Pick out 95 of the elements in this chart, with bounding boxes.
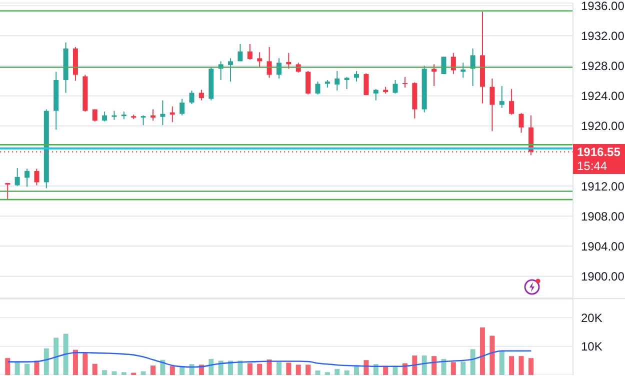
candlestick [228, 58, 234, 82]
bar [490, 336, 495, 375]
candlestick [354, 70, 360, 82]
candlestick [189, 90, 194, 105]
candlestick [450, 52, 456, 75]
bar [499, 350, 504, 375]
bar [218, 360, 224, 375]
bar [121, 372, 126, 375]
candlestick [490, 78, 495, 132]
y-tick-label: 1908.00 [581, 209, 625, 224]
bar [34, 360, 40, 375]
bar [315, 370, 320, 375]
candlestick [470, 48, 476, 87]
bar [528, 358, 534, 375]
bar [5, 358, 10, 375]
candlestick [180, 98, 185, 116]
bar [82, 352, 88, 375]
bar [102, 370, 108, 375]
bar [63, 334, 68, 375]
bar [344, 370, 350, 375]
bar [334, 368, 340, 375]
bar [54, 338, 59, 375]
bar [324, 372, 330, 375]
candlestick [266, 46, 272, 78]
y-tick-label: 1904.00 [581, 239, 625, 254]
candlestick [257, 52, 262, 68]
bar [441, 358, 446, 375]
bar [72, 350, 78, 375]
bar [189, 364, 194, 375]
bar [412, 356, 418, 375]
text: 15:44 [577, 158, 608, 173]
y-tick-label: 1912.00 [581, 179, 625, 194]
candlestick [140, 114, 146, 126]
bar [266, 360, 272, 375]
bar [170, 366, 175, 375]
y-tick-label: 1924.00 [581, 89, 625, 104]
bar [257, 364, 262, 375]
bar [228, 360, 234, 375]
candlestick [392, 80, 398, 94]
ref-line-label: 1916.55 [577, 144, 622, 159]
bar [432, 356, 437, 375]
candlestick [306, 70, 311, 95]
candlestick [247, 43, 252, 60]
bar [480, 327, 485, 375]
bar [422, 356, 427, 375]
bar [14, 362, 20, 375]
candlestick [198, 89, 204, 101]
y-tick-label: 1932.00 [581, 28, 625, 43]
candlestick [499, 86, 504, 108]
y-tick-label: 1936.00 [581, 0, 625, 13]
bar [460, 362, 466, 375]
bar [24, 364, 30, 375]
bar [470, 349, 476, 375]
bar [150, 366, 156, 375]
bar [364, 360, 369, 375]
bar [238, 360, 243, 375]
candlestick [432, 64, 437, 87]
candlestick [112, 110, 117, 120]
bar [509, 356, 514, 375]
candlestick [14, 167, 20, 187]
bar [296, 364, 301, 375]
y-tick-label: 1900.00 [581, 269, 625, 284]
candlestick [34, 168, 40, 186]
bar [140, 371, 146, 375]
bar [450, 362, 456, 375]
candlestick [509, 88, 514, 116]
candlestick [364, 72, 369, 96]
bar [354, 366, 360, 375]
bar [112, 371, 117, 375]
candlestick [238, 43, 243, 62]
bar [276, 362, 282, 375]
candlestick [286, 52, 292, 70]
candlestick [373, 88, 378, 101]
candlestick [102, 111, 108, 122]
line-series [7, 350, 532, 368]
bar [92, 364, 98, 375]
bar [518, 356, 524, 375]
candlestick [402, 76, 408, 88]
bar [247, 363, 252, 375]
y-tick-label: 10K [581, 340, 602, 354]
candlestick [5, 182, 10, 200]
candlestick [518, 112, 524, 134]
candlestick [334, 70, 340, 92]
y-tick-label: 1928.00 [581, 59, 625, 74]
candlestick [92, 108, 98, 122]
y-tick-label: 20K [581, 310, 602, 325]
bar [208, 358, 214, 375]
bar [44, 348, 49, 375]
bar [306, 364, 311, 375]
candlestick [460, 62, 466, 78]
bar [286, 362, 292, 375]
candlestick [24, 168, 30, 188]
candlestick [315, 81, 320, 95]
y-tick-label: 1920.00 [581, 119, 625, 134]
candlestick [160, 100, 166, 126]
